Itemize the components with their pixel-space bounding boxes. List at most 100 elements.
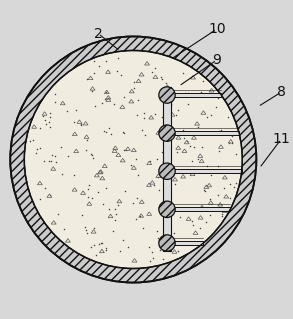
Point [222,185,226,190]
Point [213,104,218,109]
Bar [171,241,203,245]
Point [53,100,58,105]
Point [195,207,200,212]
Point [79,122,83,127]
Point [159,75,164,80]
Point [104,89,109,94]
Point [205,164,209,169]
Point [174,113,179,118]
Point [226,114,231,119]
Text: 2: 2 [94,26,103,41]
Point [48,192,53,197]
Point [86,182,91,187]
Point [96,190,100,195]
Point [177,214,182,219]
Point [38,126,42,131]
Point [53,91,57,96]
Bar [171,93,221,97]
Circle shape [159,87,175,103]
Point [92,71,96,76]
Circle shape [159,125,175,141]
Point [149,70,154,75]
Point [141,226,146,231]
Point [132,79,136,84]
Point [174,149,179,154]
Point [113,206,117,211]
Point [96,241,101,246]
Point [163,81,168,86]
Point [142,115,146,120]
Point [215,163,220,168]
Point [74,107,79,112]
Point [38,197,42,202]
Point [209,173,214,178]
Point [204,114,209,119]
Point [90,152,95,158]
Point [148,258,153,263]
Point [123,148,128,153]
Point [220,211,224,217]
Point [115,68,119,73]
Circle shape [159,201,175,218]
Point [94,252,99,257]
Point [40,113,45,118]
Point [160,76,165,81]
Text: 10: 10 [208,22,226,36]
Point [116,203,121,208]
Point [195,156,200,161]
Circle shape [159,163,175,179]
Point [180,70,185,76]
Point [100,202,105,207]
Point [162,248,167,253]
Point [160,168,164,173]
Point [118,72,123,78]
Point [168,102,173,107]
Point [220,214,225,219]
Point [158,247,162,252]
Point [83,148,88,153]
Point [115,55,120,60]
Point [208,113,213,118]
Point [155,235,160,241]
Point [166,205,171,210]
Point [64,108,69,114]
Point [134,196,139,201]
Point [148,159,152,164]
Point [136,173,141,178]
Point [215,96,220,101]
Point [85,231,90,236]
Point [151,256,156,261]
Point [91,242,96,247]
Point [130,200,135,205]
Point [207,212,212,217]
Point [80,213,84,218]
Point [196,124,201,130]
Point [84,227,88,232]
Point [227,140,232,145]
Point [134,217,138,222]
Point [230,134,235,139]
Circle shape [24,50,242,269]
Point [229,141,234,146]
Point [54,159,58,164]
Point [175,93,180,98]
Point [46,159,51,164]
Point [228,196,232,201]
Point [48,114,52,119]
Point [232,184,236,189]
Point [62,226,66,231]
Point [42,117,47,122]
Point [78,122,83,127]
Point [47,120,51,125]
Point [122,147,127,152]
Point [186,101,190,107]
Bar [171,131,239,135]
Point [188,144,193,149]
Bar [163,87,171,251]
Point [38,145,43,150]
Point [190,219,195,224]
Point [181,127,186,132]
Point [201,188,206,193]
Point [123,189,128,194]
Point [185,90,190,95]
